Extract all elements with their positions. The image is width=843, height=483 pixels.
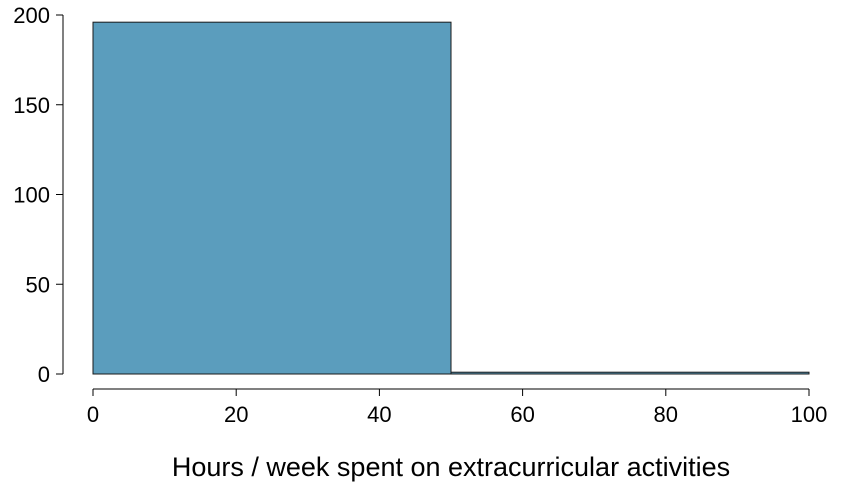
y-tick-label: 100	[13, 183, 50, 208]
x-tick-label: 20	[224, 402, 248, 427]
y-tick-label: 50	[26, 272, 50, 297]
bars-group	[92, 21, 810, 375]
y-axis: 0 50 100 150 200	[13, 3, 64, 387]
y-tick-label: 150	[13, 93, 50, 118]
x-tick-label: 80	[654, 402, 678, 427]
histogram-bar-0-50	[92, 21, 452, 375]
histogram-bar-50-100	[450, 371, 810, 375]
y-tick-label: 0	[38, 362, 50, 387]
y-tick-label: 200	[13, 3, 50, 28]
x-axis: 0 20 40 60 80 100	[87, 388, 828, 427]
x-axis-title: Hours / week spent on extracurricular ac…	[172, 452, 730, 482]
x-tick-label: 100	[791, 402, 828, 427]
x-tick-label: 60	[510, 402, 534, 427]
x-tick-label: 0	[87, 402, 99, 427]
x-tick-label: 40	[367, 402, 391, 427]
